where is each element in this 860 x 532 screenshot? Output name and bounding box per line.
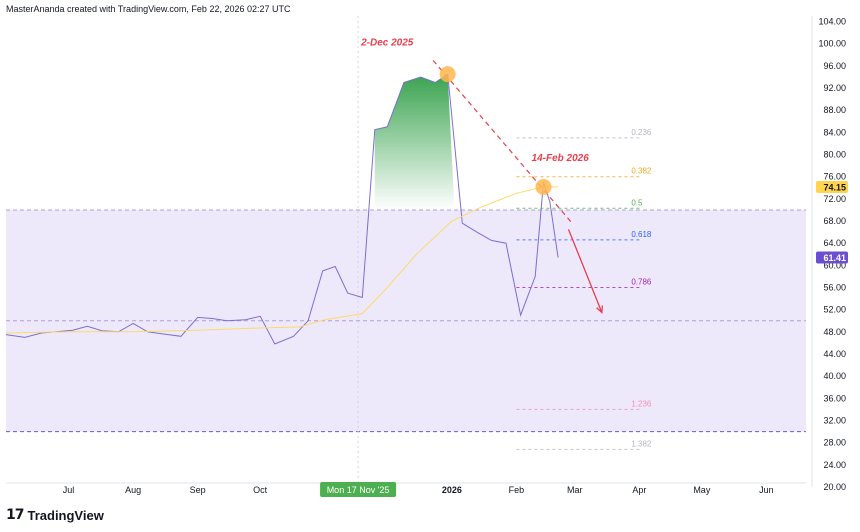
x-tick-0: Jul (63, 485, 75, 495)
x-tick-5: Feb (509, 485, 525, 495)
fib-label-4: 0.786 (631, 278, 652, 287)
y-tick-5: 84.00 (823, 127, 846, 137)
annotation-marker-0 (439, 66, 456, 83)
x-tick-2: Sep (190, 485, 206, 495)
y-tick-2: 96.00 (823, 61, 846, 71)
price-badge-0 (816, 180, 848, 193)
y-tick-9: 68.00 (823, 216, 846, 226)
y-tick-1: 100.00 (818, 39, 846, 49)
y-tick-0: 104.00 (818, 17, 846, 27)
y-tick-14: 48.00 (823, 327, 846, 337)
annotation-label-0: 2-Dec 2025 (360, 37, 414, 48)
annotations: 2-Dec 2025 14-Feb 2026 (360, 37, 603, 314)
tradingview-logo[interactable]: 17 TradingView (6, 507, 104, 523)
projection-arrow-head (596, 305, 603, 314)
fibonacci-levels: 0.236 0.382 0.5 0.618 0.786 1.236 1.382 (516, 128, 652, 450)
y-tick-20: 24.00 (823, 460, 846, 470)
fib-label-5: 1.236 (631, 399, 652, 408)
y-tick-21: 20.00 (823, 482, 846, 492)
axes: 104.00 100.00 96.00 92.00 88.00 84.00 80.00 76.… (6, 16, 848, 497)
x-tick-4: 2026 (442, 485, 462, 495)
y-tick-3: 92.00 (823, 83, 846, 93)
price-badge-1 (816, 251, 848, 264)
projection-arrow (567, 229, 603, 313)
fib-label-2: 0.5 (631, 198, 643, 207)
x-tick-7: Apr (632, 485, 646, 495)
chart-caption: MasterAnanda created with TradingView.co… (6, 4, 291, 14)
price-badge-label-0: 74.15 (823, 182, 846, 192)
y-tick-13: 52.00 (823, 305, 846, 315)
peak-area (374, 74, 454, 210)
annotation-label-1: 14-Feb 2026 (532, 153, 590, 164)
peak-fill (374, 74, 454, 210)
x-tick-6: Mar (567, 485, 583, 495)
y-tick-11: 60.00 (823, 260, 846, 270)
crosshair-badge (320, 482, 397, 497)
y-tick-17: 36.00 (823, 393, 846, 403)
x-tick-1: Aug (125, 485, 141, 495)
fib-label-6: 1.382 (631, 439, 652, 448)
annotation-marker-1 (535, 178, 552, 195)
y-tick-8: 72.00 (823, 194, 846, 204)
price-line (5, 73, 559, 345)
moving-average-line (5, 186, 559, 334)
x-tick-3: Oct (253, 485, 268, 495)
tradingview-logo-icon: 17 (6, 507, 25, 523)
fib-label-0: 0.236 (631, 128, 652, 137)
y-tick-4: 88.00 (823, 105, 846, 115)
price-badge-label-1: 61.41 (823, 253, 846, 263)
y-tick-19: 28.00 (823, 438, 846, 448)
series-lines (5, 73, 559, 345)
y-tick-7: 76.00 (823, 172, 846, 182)
y-tick-16: 40.00 (823, 371, 846, 381)
y-tick-12: 56.00 (823, 283, 846, 293)
y-tick-10: 64.00 (823, 238, 846, 248)
x-tick-8: May (693, 485, 711, 495)
tradingview-brand: TradingView (27, 507, 104, 523)
y-tick-18: 32.00 (823, 416, 846, 426)
fib-label-3: 0.618 (631, 230, 652, 239)
fib-label-1: 0.382 (631, 167, 652, 176)
y-tick-6: 80.00 (823, 150, 846, 160)
y-tick-15: 44.00 (823, 349, 846, 359)
x-tick-9: Jun (759, 485, 774, 495)
crosshair-badge-label: Mon 17 Nov '25 (327, 485, 390, 495)
